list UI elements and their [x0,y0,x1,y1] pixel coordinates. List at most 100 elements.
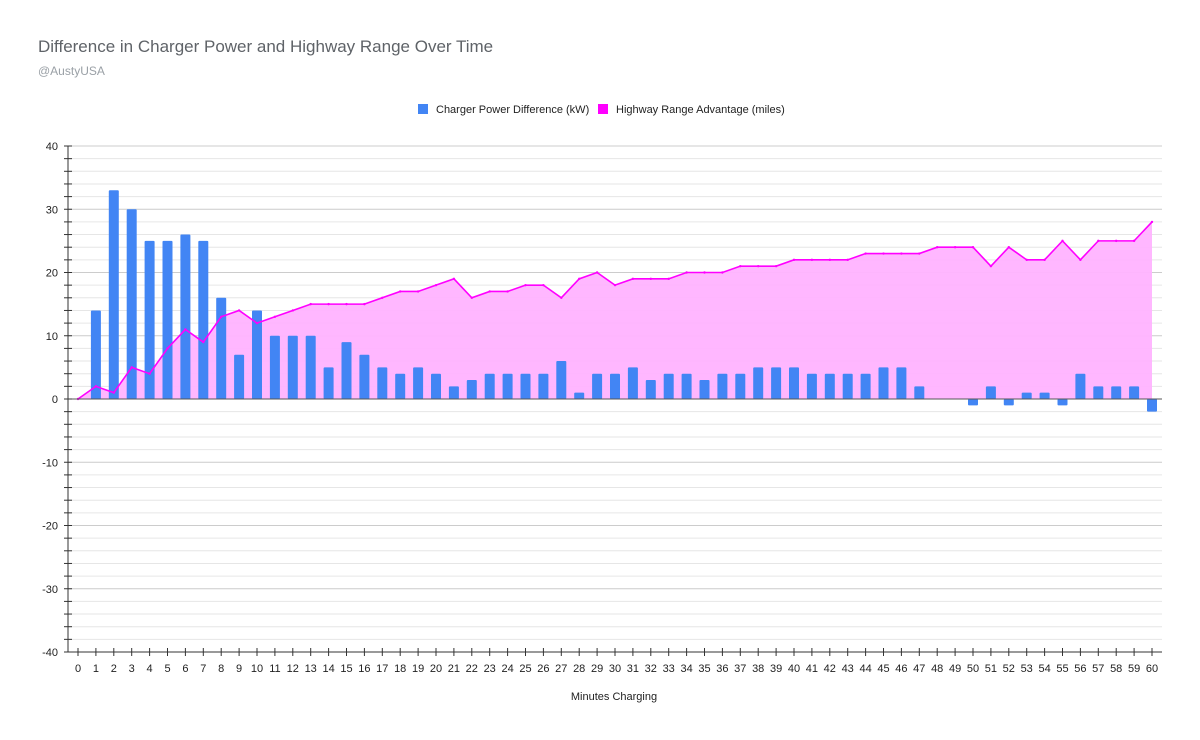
x-tick-label: 15 [340,663,352,675]
range-point [470,296,473,299]
x-tick-label: 40 [788,663,800,675]
power-bar[interactable] [1111,386,1122,399]
range-point [94,385,98,388]
power-bars [90,190,1157,412]
power-bar[interactable] [323,367,334,399]
power-bar[interactable] [842,373,853,399]
power-bar[interactable] [538,373,549,399]
power-bar[interactable] [968,399,978,406]
power-bar[interactable] [395,373,406,399]
power-bar[interactable] [753,367,764,399]
x-tick-label: 9 [236,663,242,675]
power-bar[interactable] [1075,373,1086,399]
legend-item-range-swatch[interactable] [598,104,608,114]
power-bar[interactable] [1129,386,1140,399]
power-bar[interactable] [1039,392,1050,399]
power-bar[interactable] [108,190,119,399]
power-bar[interactable] [126,209,137,399]
power-bar[interactable] [556,361,567,399]
power-bar[interactable] [520,373,531,399]
power-bar[interactable] [645,380,656,399]
range-point [649,277,652,281]
range-point [112,391,116,394]
power-bar[interactable] [269,335,280,399]
power-bar[interactable] [341,342,352,399]
power-bar[interactable] [252,310,262,399]
x-tick-label: 57 [1092,663,1104,675]
power-bar[interactable] [359,354,370,399]
legend[interactable]: Charger Power Difference (kW) Highway Ran… [418,104,785,116]
x-tick-label: 1 [93,663,99,675]
range-point [291,309,294,312]
power-bar[interactable] [305,335,316,399]
range-point [363,302,366,306]
power-bar[interactable] [789,367,799,399]
x-tick-label: 19 [412,663,424,675]
power-bar[interactable] [466,380,477,399]
power-bar[interactable] [431,373,441,399]
y-tick-label: -20 [42,521,58,533]
power-bar[interactable] [824,373,835,399]
power-bar[interactable] [681,373,692,399]
x-tick-label: 39 [770,663,782,675]
range-point [953,246,957,249]
power-bar[interactable] [1147,399,1157,412]
x-tick-label: 42 [824,663,836,675]
power-bar[interactable] [90,310,101,399]
power-bar[interactable] [627,367,638,399]
y-tick-label: -10 [42,457,58,469]
range-point [327,302,330,306]
x-tick-label: 37 [734,663,746,675]
range-point [542,283,545,287]
power-bar[interactable] [180,234,191,399]
power-bar[interactable] [1057,399,1068,406]
power-bar[interactable] [413,367,424,399]
x-tick-label: 60 [1146,663,1158,675]
power-bar[interactable] [663,373,674,399]
power-bar[interactable] [377,367,388,399]
legend-item-power-swatch[interactable] [418,104,428,114]
power-bar[interactable] [806,373,817,399]
power-bar[interactable] [896,367,907,399]
power-bar[interactable] [592,373,603,399]
power-bar[interactable] [735,373,746,399]
power-bar[interactable] [234,354,245,399]
x-tick-label: 5 [164,663,170,675]
power-bar[interactable] [610,373,620,399]
power-bar[interactable] [914,386,925,399]
legend-item-range-label[interactable]: Highway Range Advantage (miles) [616,104,785,116]
power-bar[interactable] [162,240,173,399]
power-bar[interactable] [1021,392,1032,399]
y-tick-label: 40 [46,141,58,153]
x-tick-label: 50 [967,663,979,675]
power-bar[interactable] [574,392,585,399]
legend-item-power-label[interactable]: Charger Power Difference (kW) [436,104,589,116]
x-tick-label: 29 [591,663,603,675]
power-bar[interactable] [1093,386,1104,399]
range-point [667,277,670,281]
power-bar[interactable] [216,297,227,399]
power-bar[interactable] [144,240,155,399]
power-bar[interactable] [860,373,871,399]
x-tick-label: 45 [877,663,889,675]
x-tick-label: 11 [269,663,280,675]
power-bar[interactable] [1003,399,1014,406]
power-bar[interactable] [985,386,996,399]
x-tick-label: 28 [573,663,585,675]
x-tick-label: 36 [716,663,728,675]
power-bar[interactable] [699,380,710,399]
power-bar[interactable] [287,335,298,399]
power-bar[interactable] [502,373,513,399]
range-point [846,258,849,262]
range-point [130,366,133,369]
range-point [792,258,796,262]
power-bar[interactable] [448,386,459,399]
power-bar[interactable] [198,240,209,399]
range-point [774,264,778,268]
y-tick-label: 10 [46,331,58,343]
power-bar[interactable] [484,373,495,399]
power-bar[interactable] [717,373,728,399]
power-bar[interactable] [771,367,782,399]
power-bar[interactable] [878,367,889,399]
